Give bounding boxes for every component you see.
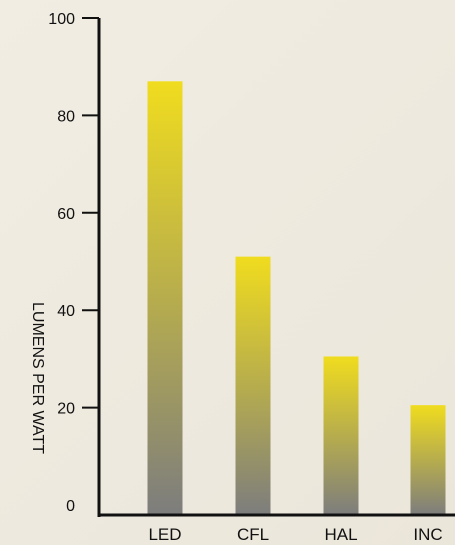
- x-tick-label-led: LED: [148, 525, 181, 544]
- x-tick-label-inc: INC: [413, 525, 442, 544]
- y-tick-label-60: 60: [57, 206, 75, 223]
- bar-inc: [410, 405, 446, 515]
- bar-cfl: [235, 256, 271, 515]
- y-tick-label-80: 80: [57, 108, 75, 125]
- y-tick-label-40: 40: [57, 303, 75, 320]
- y-tick-label-0: 0: [66, 498, 75, 515]
- bar-hal: [323, 356, 359, 515]
- y-tick-label-20: 20: [57, 401, 75, 418]
- x-tick-label-hal: HAL: [324, 525, 357, 544]
- bar-led: [147, 81, 183, 515]
- y-tick-label-100: 100: [48, 11, 75, 28]
- y-axis-title: LUMENS PER WATT: [29, 302, 46, 454]
- x-tick-label-cfl: CFL: [237, 525, 269, 544]
